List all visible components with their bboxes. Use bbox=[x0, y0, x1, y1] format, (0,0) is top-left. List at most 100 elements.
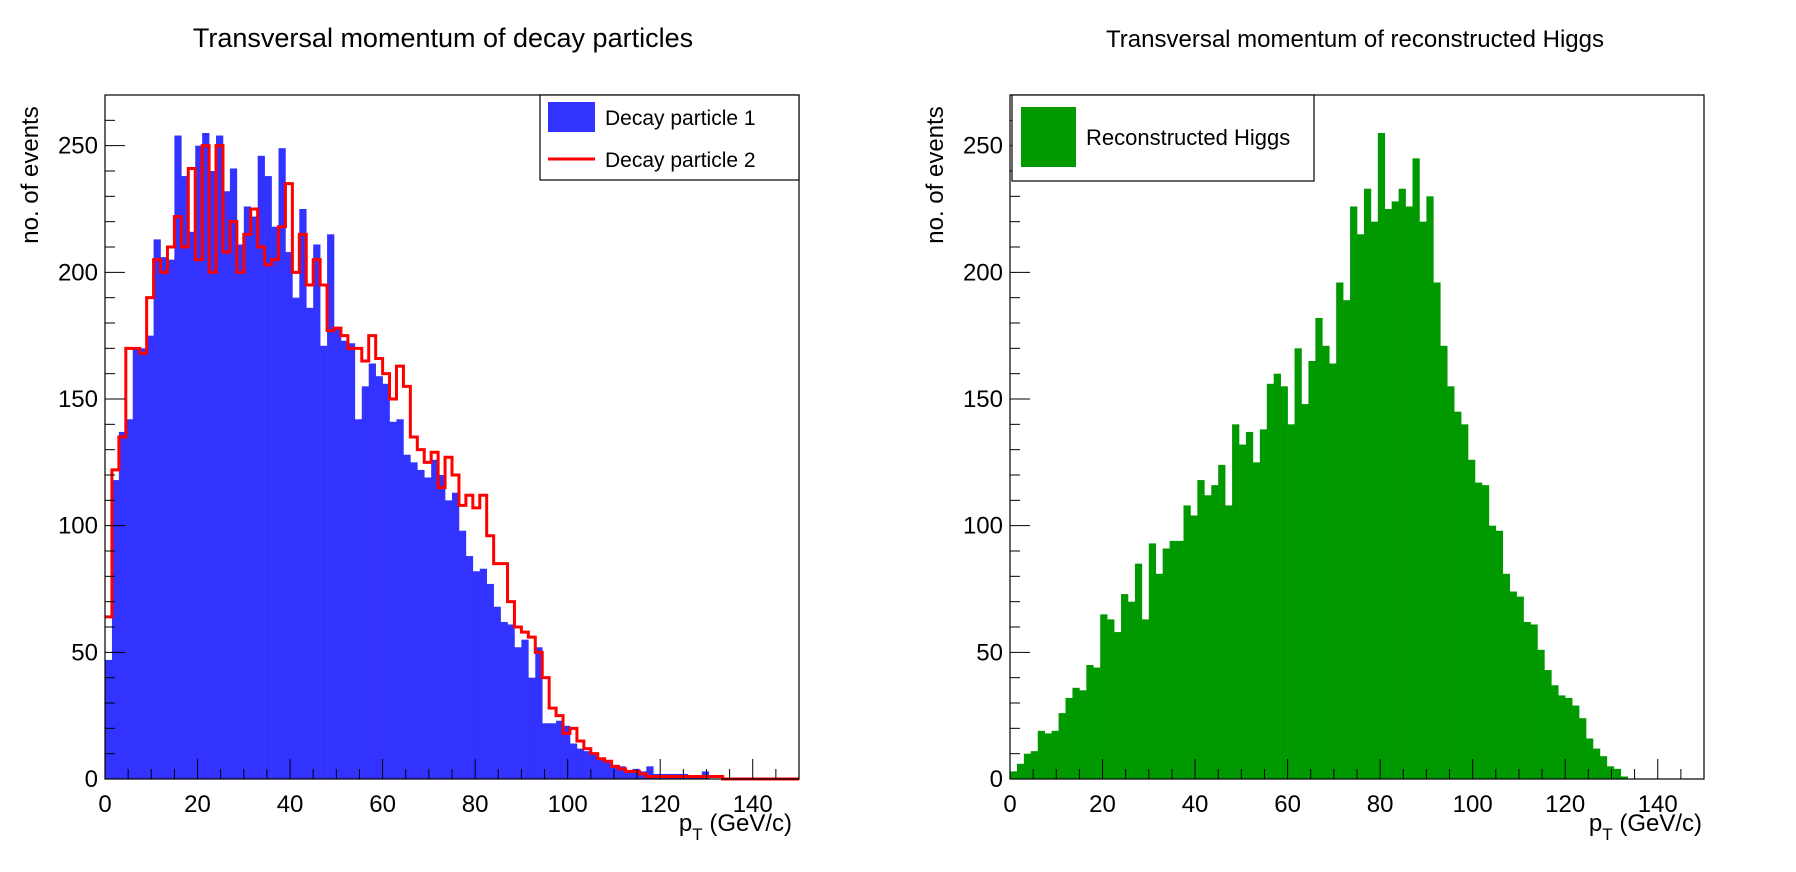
histogram-bar bbox=[1148, 543, 1157, 779]
histogram-bar bbox=[521, 639, 529, 779]
histogram-bar bbox=[1280, 386, 1288, 779]
histogram-bar bbox=[403, 454, 411, 779]
legend-label-decay-particle-2: Decay particle 2 bbox=[605, 149, 756, 172]
histogram-bar bbox=[1121, 594, 1129, 779]
histogram-bars bbox=[1010, 133, 1628, 780]
histogram-bar bbox=[479, 568, 487, 779]
y-tick-label: 100 bbox=[963, 513, 1003, 540]
histogram-bar bbox=[1155, 573, 1163, 779]
histogram-bar bbox=[181, 176, 189, 779]
y-axis-label: no. of events bbox=[17, 106, 44, 243]
histogram-bar bbox=[160, 257, 168, 779]
histogram-bar bbox=[1454, 411, 1462, 779]
histogram-bar bbox=[1363, 188, 1372, 780]
histogram-bar bbox=[1308, 361, 1316, 779]
histogram-bar bbox=[1537, 649, 1545, 779]
histogram-bar bbox=[347, 343, 356, 779]
histogram-bar bbox=[278, 148, 286, 779]
y-tick-label: 200 bbox=[58, 259, 98, 286]
histogram-bar bbox=[1336, 282, 1344, 779]
histogram-bar bbox=[1232, 424, 1240, 779]
legend-label-reconstructed-higgs: Reconstructed Higgs bbox=[1086, 125, 1290, 150]
chart-title: Transversal momentum of reconstructed Hi… bbox=[1106, 26, 1604, 53]
histogram-bar bbox=[174, 135, 182, 779]
histogram-bar bbox=[1544, 670, 1552, 779]
y-tick-label: 50 bbox=[976, 639, 1003, 666]
histogram-bar bbox=[1474, 482, 1483, 779]
histogram-bar bbox=[382, 383, 390, 779]
y-tick-label: 0 bbox=[990, 766, 1003, 793]
histogram-bar bbox=[139, 348, 147, 779]
x-tick-label: 120 bbox=[1545, 791, 1585, 818]
histogram-bar bbox=[1398, 188, 1406, 780]
x-tick-label: 140 bbox=[733, 791, 773, 818]
x-tick-label: 0 bbox=[98, 791, 111, 818]
histogram-bar bbox=[1162, 548, 1170, 779]
histogram-bar bbox=[1079, 690, 1087, 779]
histogram-bar bbox=[1440, 345, 1448, 779]
x-tick-label: 80 bbox=[1367, 791, 1394, 818]
histogram-bar bbox=[535, 647, 543, 779]
histogram-bar bbox=[1169, 540, 1177, 779]
histogram-bar bbox=[431, 459, 439, 779]
histogram-bar bbox=[1259, 429, 1268, 779]
histogram-bar bbox=[1502, 573, 1510, 779]
histogram-bar bbox=[1273, 373, 1281, 779]
histogram-bar bbox=[1586, 738, 1594, 779]
x-axis-ticks: 0 20 40 60 80 100 120 140 bbox=[98, 759, 800, 818]
histogram-bar bbox=[1447, 386, 1455, 779]
histogram-bar bbox=[306, 307, 314, 779]
histogram-bar bbox=[1329, 363, 1337, 779]
x-tick-label: 140 bbox=[1638, 791, 1678, 818]
histogram-bar bbox=[1176, 540, 1184, 779]
histogram-bar bbox=[1322, 345, 1330, 779]
histogram-bar bbox=[507, 624, 515, 779]
histogram-bar bbox=[1384, 209, 1392, 779]
histogram-bar bbox=[1370, 221, 1379, 780]
x-tick-label: 60 bbox=[369, 791, 396, 818]
histogram-bar bbox=[1509, 591, 1517, 779]
histogram-bar bbox=[1495, 530, 1504, 779]
x-axis-label: pT (GeV/c) bbox=[1589, 810, 1702, 844]
histogram-bar bbox=[1037, 730, 1045, 779]
histogram-bar bbox=[1225, 505, 1233, 779]
histogram-bar bbox=[368, 363, 376, 779]
histogram-bar bbox=[452, 492, 460, 779]
histogram-bar bbox=[354, 419, 363, 779]
histogram-bar bbox=[105, 659, 113, 779]
legend-swatch-reconstructed-higgs bbox=[1021, 107, 1076, 167]
histogram-bar bbox=[334, 328, 342, 779]
histogram-bar bbox=[472, 571, 481, 779]
histogram-bar bbox=[632, 768, 640, 779]
histogram-bar bbox=[1245, 431, 1254, 779]
histogram-bar bbox=[250, 216, 258, 780]
x-tick-label: 0 bbox=[1003, 791, 1016, 818]
histogram-bar bbox=[1613, 768, 1622, 779]
histogram-bar bbox=[625, 771, 633, 779]
x-tick-label: 60 bbox=[1274, 791, 1301, 818]
histogram-bar bbox=[438, 475, 446, 779]
histogram-bar bbox=[1481, 485, 1490, 779]
histogram-bar bbox=[1023, 753, 1032, 779]
histogram-bar bbox=[424, 477, 432, 779]
histogram-bar bbox=[111, 480, 120, 779]
histogram-bar bbox=[500, 621, 508, 779]
x-tick-label: 100 bbox=[548, 791, 588, 818]
reconstructed-higgs-panel: Transversal momentum of reconstructed Hi… bbox=[922, 26, 1705, 844]
histogram-bar bbox=[445, 500, 453, 779]
histogram-bar bbox=[1266, 383, 1275, 779]
histogram-bar bbox=[271, 226, 279, 780]
histogram-bar bbox=[216, 135, 224, 779]
histogram-bar bbox=[243, 206, 252, 780]
histogram-bar bbox=[320, 345, 328, 779]
histogram-bar bbox=[583, 751, 592, 779]
histogram-bar bbox=[340, 340, 349, 779]
histogram-bar bbox=[542, 723, 550, 779]
x-tick-label: 40 bbox=[277, 791, 304, 818]
histogram-bar bbox=[458, 530, 467, 779]
y-axis-ticks: 0 50 100 150 200 250 bbox=[58, 94, 125, 793]
x-tick-label: 20 bbox=[1089, 791, 1116, 818]
histogram-bar bbox=[646, 766, 654, 779]
y-tick-label: 150 bbox=[58, 386, 98, 413]
